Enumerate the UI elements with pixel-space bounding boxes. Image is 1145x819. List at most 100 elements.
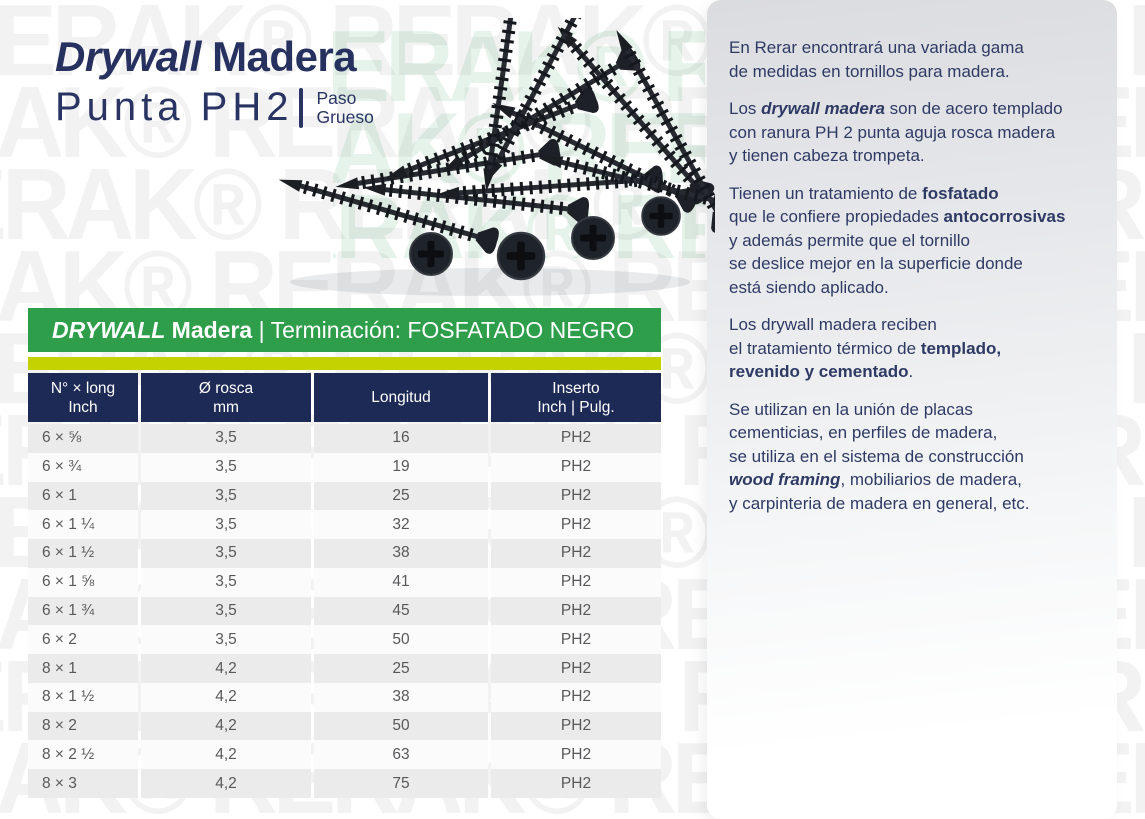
- subtitle-divider: [299, 88, 304, 128]
- info-paragraph: Los drywall madera son de acero templado…: [729, 97, 1093, 168]
- table-cell: PH2: [491, 682, 661, 712]
- info-panel: En Rerar encontrará una variada gama de …: [707, 0, 1117, 819]
- table-cell: PH2: [491, 567, 661, 597]
- column-header-length: Longitud: [314, 373, 488, 422]
- banner-product-italic: DRYWALL: [52, 316, 166, 343]
- table-cell: 6 × 1 ½: [28, 539, 138, 568]
- page-title: Drywall Madera: [55, 34, 374, 80]
- table-cell: 32: [314, 510, 488, 540]
- table-cell: 25: [314, 654, 488, 683]
- info-text: En Rerar encontrará una variada gama de …: [707, 0, 1117, 515]
- info-paragraph: Tienen un tratamiento de fosfatado que l…: [729, 182, 1093, 300]
- table-cell: 19: [314, 452, 488, 482]
- banner-product-regular: Madera: [165, 316, 253, 343]
- table-body: 6 × ⅝ 3,5 16 PH2 6 × ¾ 3,5 19 PH2 6 × 1 3,5 25 PH2 6…: [28, 424, 661, 798]
- text-segment: y además permite que el tornillo se desl…: [729, 230, 1023, 297]
- text-segment: .: [908, 362, 914, 381]
- title-italic-part: Drywall: [55, 33, 201, 80]
- thread-pitch-label: Paso Grueso: [316, 89, 373, 127]
- table-cell: PH2: [491, 625, 661, 655]
- table-cell: 6 × 1 ⅝: [28, 567, 138, 597]
- table-cell: 3,5: [141, 625, 311, 655]
- table-cell: 6 × 1: [28, 481, 138, 511]
- table-cell: 6 × ¾: [28, 452, 138, 482]
- table-cell: PH2: [491, 740, 661, 770]
- text-segment: wood framing: [729, 470, 841, 489]
- column-header-size: N° × long Inch: [28, 373, 138, 422]
- table-cell: PH2: [491, 424, 661, 453]
- header-line: Inch: [68, 398, 98, 416]
- text-segment: templado, revenido y cementado: [729, 338, 1002, 382]
- table-cell: 4,2: [141, 769, 311, 798]
- column-header-diameter: Ø rosca mm: [141, 373, 311, 422]
- banner-finish-label: | Terminación: FOSFATADO NEGRO: [252, 316, 634, 343]
- table-cell: 4,2: [141, 711, 311, 741]
- column-header-insert: Inserto Inch | Pulg.: [491, 373, 661, 422]
- table-cell: 3,5: [141, 424, 311, 453]
- accent-bar: [28, 357, 661, 370]
- text-segment: Los: [729, 99, 762, 118]
- table-cell: 41: [314, 567, 488, 597]
- info-paragraph: Los drywall madera reciben el tratamient…: [729, 313, 1093, 384]
- text-segment: drywall madera: [761, 99, 885, 118]
- table-cell: PH2: [491, 481, 661, 511]
- table-cell: 8 × 1: [28, 654, 138, 683]
- table-cell: PH2: [491, 510, 661, 540]
- table-cell: 3,5: [141, 481, 311, 511]
- table-header-row: N° × long Inch Ø rosca mm Longitud Inserto…: [28, 373, 661, 422]
- text-segment: En Rerar encontrará una variada gama de …: [729, 38, 1024, 81]
- table-cell: 6 × 1 ¾: [28, 596, 138, 626]
- screw-head: [409, 232, 453, 276]
- table-cell: PH2: [491, 711, 661, 741]
- info-paragraph: Se utilizan en la unión de placas cement…: [729, 398, 1093, 516]
- table-cell: 50: [314, 625, 488, 655]
- table-cell: 63: [314, 740, 488, 770]
- spec-table: N° × long Inch Ø rosca mm Longitud Inserto…: [28, 373, 661, 798]
- table-cell: 38: [314, 682, 488, 712]
- table-cell: 8 × 1 ½: [28, 682, 138, 712]
- table-cell: 50: [314, 711, 488, 741]
- text-segment: , mobiliarios de madera, y carpinteria d…: [729, 470, 1030, 513]
- screws-photo: [245, 18, 715, 296]
- screws-shadow: [290, 268, 690, 296]
- header-line: Inch | Pulg.: [537, 398, 615, 416]
- tip-subtitle: Punta PH2: [55, 85, 294, 129]
- header-line: Inserto: [552, 379, 600, 397]
- table-cell: 75: [314, 769, 488, 798]
- table-cell: 38: [314, 539, 488, 568]
- header-line: Longitud: [371, 389, 431, 406]
- title-block: Drywall Madera Punta PH2 Paso Grueso: [55, 34, 374, 128]
- table-cell: PH2: [491, 596, 661, 626]
- table-cell: PH2: [491, 654, 661, 683]
- header-line: Ø rosca: [198, 379, 254, 397]
- pitch-line1: Paso: [316, 88, 357, 108]
- table-cell: 8 × 3: [28, 769, 138, 798]
- screw-head: [496, 231, 546, 281]
- screw-head: [641, 196, 681, 236]
- table-cell: 3,5: [141, 452, 311, 482]
- text-segment: fosfatado: [922, 183, 999, 203]
- table-cell: 4,2: [141, 740, 311, 770]
- table-cell: 3,5: [141, 539, 311, 568]
- text-segment: Tienen un tratamiento de: [729, 183, 923, 203]
- table-cell: 45: [314, 596, 488, 626]
- table-cell: 3,5: [141, 596, 311, 626]
- table-cell: 6 × 1 ¼: [28, 510, 138, 540]
- table-cell: 8 × 2: [28, 711, 138, 741]
- table-cell: 25: [314, 481, 488, 511]
- table-cell: 4,2: [141, 654, 311, 683]
- table-cell: PH2: [491, 539, 661, 568]
- screw-head: [571, 216, 615, 260]
- text-segment: antocorrosivas: [943, 207, 1066, 226]
- title-regular-part: Madera: [200, 33, 357, 80]
- pitch-line2: Grueso: [316, 107, 374, 127]
- table-cell: PH2: [491, 452, 661, 482]
- header-line: mm: [213, 398, 239, 416]
- text-segment: son de acero templado con ranura PH 2 pu…: [729, 99, 1063, 165]
- table-cell: 16: [314, 424, 488, 453]
- text-segment: Los drywall madera reciben el tratamient…: [729, 315, 937, 358]
- info-paragraph: En Rerar encontrará una variada gama de …: [729, 36, 1093, 83]
- table-cell: PH2: [491, 769, 661, 798]
- table-cell: 4,2: [141, 682, 311, 712]
